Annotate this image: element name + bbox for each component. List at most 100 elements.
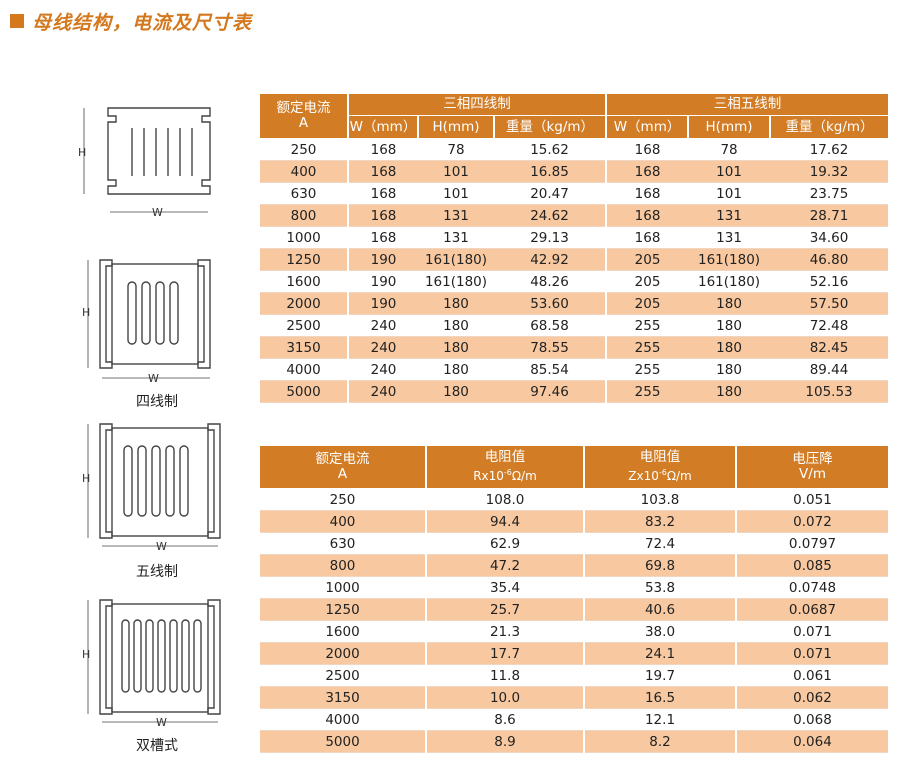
table-row: 2500 11.8 19.7 0.061: [260, 664, 888, 687]
fig1-h-label: H: [78, 146, 86, 159]
impedance-unit: Zx10-6Ω/m: [585, 465, 735, 484]
table-cell: 180: [688, 292, 771, 315]
table-row: 400 168 101 16.85 168 101 19.32: [260, 160, 889, 183]
col-header-weight-5wire: 重量（kg/m）: [770, 115, 889, 139]
busbar-figure-3: H W: [76, 420, 226, 550]
table-cell: 46.80: [770, 248, 889, 271]
table-cell: 180: [418, 380, 494, 403]
table-cell: 180: [688, 380, 771, 403]
table-cell: 72.4: [583, 532, 736, 555]
table-row: 630 168 101 20.47 168 101 23.75: [260, 182, 889, 205]
group-header-three-phase-five-wire: 三相五线制: [606, 94, 889, 117]
table-row: 1000 35.4 53.8 0.0748: [260, 576, 888, 599]
fig3-w-label: W: [156, 540, 167, 550]
table-cell: 21.3: [425, 620, 584, 643]
table-cell: 72.48: [770, 314, 889, 337]
table-cell: 240: [347, 358, 418, 381]
table-cell: 800: [260, 554, 426, 577]
table-cell: 42.92: [494, 248, 607, 271]
table-cell: 180: [418, 292, 494, 315]
table-cell: 190: [347, 248, 418, 271]
resistance-unit-post: Ω/m: [511, 469, 537, 483]
table-cell: 630: [260, 182, 348, 205]
impedance-title: 电阻值: [639, 449, 681, 465]
table-cell: 1000: [260, 226, 348, 249]
table-cell: 1250: [260, 598, 426, 621]
table-row: 3150 10.0 16.5 0.062: [260, 686, 888, 709]
table-cell: 97.46: [494, 380, 607, 403]
table-cell: 0.0797: [735, 532, 888, 555]
table-cell: 180: [418, 314, 494, 337]
table-cell: 168: [605, 160, 689, 183]
table-cell: 250: [260, 138, 348, 161]
fig2-w-label: W: [148, 372, 159, 384]
table-cell: 101: [418, 182, 494, 205]
busbar-figure-4: H W: [76, 596, 226, 726]
table-cell: 24.1: [583, 642, 736, 665]
table-cell: 2500: [260, 314, 348, 337]
electrical-parameter-table: 额定电流 A 电阻值 Rx10-6Ω/m 电阻值 Zx10-6Ω/m 电压降 V…: [260, 446, 888, 753]
table-cell: 19.7: [583, 664, 736, 687]
table-row: 250 108.0 103.8 0.051: [260, 488, 888, 511]
col-header-voltage-drop: 电压降 V/m: [736, 446, 888, 489]
table-cell: 255: [605, 314, 689, 337]
table-cell: 400: [260, 160, 348, 183]
table-cell: 0.071: [735, 620, 888, 643]
table-cell: 35.4: [425, 576, 584, 599]
table-cell: 69.8: [583, 554, 736, 577]
col-header-rated-current-2: 额定电流 A: [260, 446, 427, 489]
col-header-h-5wire: H(mm): [688, 115, 772, 139]
table-cell: 0.061: [735, 664, 888, 687]
table-cell: 10.0: [425, 686, 584, 709]
table-cell: 180: [688, 358, 771, 381]
table-cell: 57.50: [770, 292, 889, 315]
fig4-h-label: H: [82, 648, 90, 661]
page-title-block: 母线结构，电流及尺寸表: [10, 8, 252, 34]
table-row: 800 168 131 24.62 168 131 28.71: [260, 204, 889, 227]
table-cell: 255: [605, 336, 689, 359]
table-row: 5000 8.9 8.2 0.064: [260, 730, 888, 753]
table-cell: 17.7: [425, 642, 584, 665]
table-row: 400 94.4 83.2 0.072: [260, 510, 888, 533]
table-cell: 11.8: [425, 664, 584, 687]
table-cell: 400: [260, 510, 426, 533]
fig2-h-label: H: [82, 306, 90, 319]
table-cell: 1000: [260, 576, 426, 599]
table-cell: 0.072: [735, 510, 888, 533]
table-row: 1000 168 131 29.13 168 131 34.60: [260, 226, 889, 249]
table-cell: 68.58: [494, 314, 607, 337]
table-cell: 161(180): [418, 270, 494, 293]
title-square-icon: [10, 14, 24, 28]
table-cell: 78: [418, 138, 494, 161]
table-cell: 15.62: [494, 138, 607, 161]
table-cell: 105.53: [770, 380, 889, 403]
table-cell: 2500: [260, 664, 426, 687]
rated-current-label-2: 额定电流: [315, 451, 370, 467]
table-cell: 5000: [260, 380, 348, 403]
table-cell: 17.62: [770, 138, 889, 161]
table-cell: 168: [347, 226, 418, 249]
caption-four-wire: 四线制: [136, 394, 178, 410]
busbar-dimension-table: 额定电流 A 三相四线制 三相五线制 W（mm） H(mm) 重量（kg/m） …: [260, 94, 889, 403]
table-cell: 78: [688, 138, 771, 161]
table-row: 5000 240 180 97.46 255 180 105.53: [260, 380, 889, 403]
caption-double-slot: 双槽式: [136, 738, 178, 754]
table-cell: 0.062: [735, 686, 888, 709]
table-cell: 16.85: [494, 160, 607, 183]
voltage-drop-title: 电压降: [792, 451, 833, 467]
table-cell: 101: [688, 160, 771, 183]
table-cell: 161(180): [418, 248, 494, 271]
table-cell: 53.8: [583, 576, 736, 599]
table-cell: 103.8: [583, 488, 736, 511]
table-cell: 180: [418, 336, 494, 359]
table-row: 630 62.9 72.4 0.0797: [260, 532, 888, 555]
voltage-drop-unit: V/m: [799, 466, 826, 482]
resistance-title: 电阻值: [484, 449, 526, 465]
rated-current-unit-2: A: [337, 466, 348, 482]
table-cell: 12.1: [583, 708, 736, 731]
table-cell: 190: [347, 292, 418, 315]
table-cell: 255: [605, 358, 689, 381]
col-header-h-4wire: H(mm): [418, 115, 495, 139]
table-row: 1250 25.7 40.6 0.0687: [260, 598, 888, 621]
col-header-resistance: 电阻值 Rx10-6Ω/m: [426, 446, 585, 489]
